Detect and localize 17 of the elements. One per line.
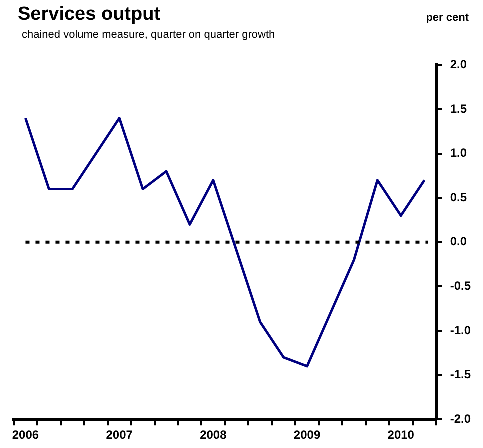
x-tick-label: 2010 bbox=[388, 428, 415, 442]
x-tick-label: 2006 bbox=[12, 428, 40, 442]
y-tick-label: 0.5 bbox=[450, 190, 468, 204]
x-tick-label: 2009 bbox=[294, 428, 321, 442]
chart-subtitle: chained volume measure, quarter on quarter growth bbox=[22, 29, 276, 41]
y-tick-label: -2.0 bbox=[450, 412, 472, 426]
x-tick-label: 2008 bbox=[200, 428, 228, 442]
y-tick-label: 1.5 bbox=[450, 102, 468, 116]
y-axis-title: per cent bbox=[426, 12, 469, 24]
y-tick-label: -1.5 bbox=[450, 368, 472, 382]
y-tick-label: 1.0 bbox=[450, 146, 468, 160]
y-tick-label: -0.5 bbox=[450, 279, 472, 294]
y-tick-label: 2.0 bbox=[450, 58, 468, 72]
x-tick-label: 2007 bbox=[106, 428, 134, 442]
chart-title: Services output bbox=[18, 4, 161, 26]
y-tick-label: 0.0 bbox=[450, 234, 468, 249]
y-tick-label: -1.0 bbox=[450, 323, 472, 338]
